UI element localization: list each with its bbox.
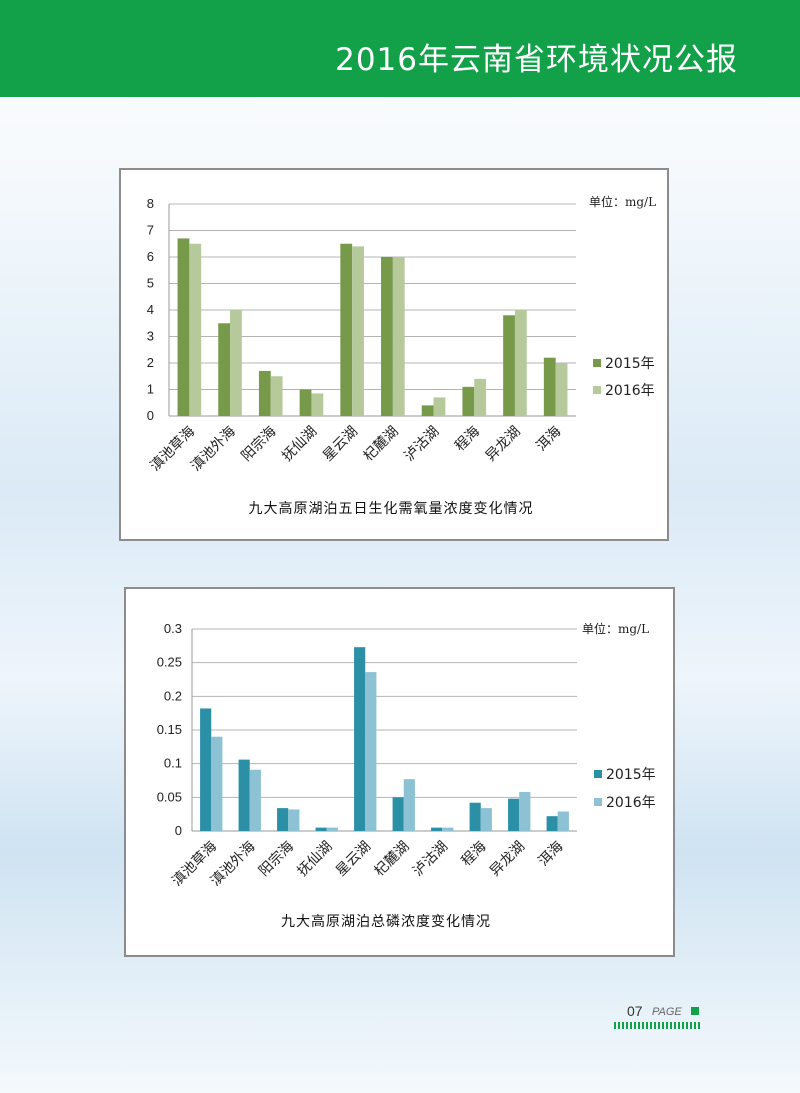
y-tick-label: 0.3 xyxy=(164,621,182,636)
legend-label: 2016年 xyxy=(606,795,656,811)
y-tick-label: 0.1 xyxy=(164,756,182,771)
page-marker-square xyxy=(691,1007,699,1015)
page-header: 2016年云南省环境状况公报 xyxy=(0,0,800,97)
y-tick-label: 0.25 xyxy=(157,655,182,670)
bar-2016 xyxy=(311,393,324,416)
legend-label: 2015年 xyxy=(606,767,656,783)
bar-2016 xyxy=(365,672,377,831)
chart-title: 九大高原湖泊总磷浓度变化情况 xyxy=(281,913,491,930)
bar-2016 xyxy=(433,397,446,416)
x-tick-label: 异龙湖 xyxy=(483,424,524,465)
bar-2015 xyxy=(543,357,556,416)
x-tick-label: 阳宗海 xyxy=(239,424,280,465)
x-tick-label: 滇池外海 xyxy=(188,424,239,475)
unit-label: 单位：mg/L xyxy=(589,194,656,209)
x-tick-label: 星云湖 xyxy=(333,839,374,880)
bar-2015 xyxy=(315,827,327,831)
x-tick-label: 异龙湖 xyxy=(487,839,528,880)
bar-2015 xyxy=(462,386,475,416)
page-label: PAGE xyxy=(652,1006,682,1018)
bar-2015 xyxy=(392,797,404,831)
bar-2015 xyxy=(258,370,271,416)
bar-2015 xyxy=(177,238,190,416)
y-tick-label: 0 xyxy=(175,823,182,838)
y-tick-label: 5 xyxy=(147,276,154,291)
bod-chart-panel: 0 1 2 3 4 5 6 7 8 滇池草海 滇池外海 阳宗海 抚仙湖 星云湖 杞麓湖 泸沽湖 程海 异龙湖 洱海单… xyxy=(119,168,669,541)
y-tick-label: 0.05 xyxy=(157,789,182,804)
bar-2016 xyxy=(352,246,364,416)
bar-2015 xyxy=(508,798,520,831)
bar-2016 xyxy=(270,376,283,416)
x-tick-label: 泸沽湖 xyxy=(410,839,451,880)
bar-2016 xyxy=(480,808,492,831)
bar-2016 xyxy=(557,811,569,831)
legend-swatch xyxy=(593,359,601,367)
legend-label: 2015年 xyxy=(605,356,655,372)
legend-swatch xyxy=(594,770,602,778)
x-tick-label: 抚仙湖 xyxy=(279,424,320,465)
y-tick-label: 8 xyxy=(147,196,154,211)
bar-2015 xyxy=(421,405,434,416)
bar-2016 xyxy=(392,257,405,416)
legend-swatch xyxy=(593,386,601,394)
bar-2016 xyxy=(474,378,487,416)
x-tick-label: 程海 xyxy=(452,424,483,455)
x-tick-label: 洱海 xyxy=(535,839,566,870)
legend-label: 2016年 xyxy=(605,383,655,399)
bar-2016 xyxy=(519,791,531,831)
x-tick-label: 抚仙湖 xyxy=(295,839,336,880)
bar-2015 xyxy=(340,243,353,416)
y-tick-label: 1 xyxy=(147,382,154,397)
bar-2015 xyxy=(238,759,250,831)
y-tick-label: 0.15 xyxy=(157,722,182,737)
x-tick-label: 杞麓湖 xyxy=(372,839,413,880)
x-tick-label: 泸沽湖 xyxy=(401,424,442,465)
phosphorus-chart: 00.050.10.150.20.250.3滇池草海滇池外海阳宗海抚仙湖星云湖杞… xyxy=(157,621,656,930)
bar-2016 xyxy=(442,827,454,831)
x-tick-label: 程海 xyxy=(458,839,489,870)
y-tick-label: 4 xyxy=(147,302,154,317)
bar-2015 xyxy=(354,647,366,831)
bar-2015 xyxy=(277,808,289,831)
y-tick-label: 0.2 xyxy=(164,688,182,703)
bar-2015 xyxy=(299,389,312,416)
legend-swatch xyxy=(594,798,602,806)
bar-2016 xyxy=(514,310,527,416)
page-number: 07 xyxy=(627,1003,643,1019)
y-tick-label: 6 xyxy=(147,249,154,264)
bar-2015 xyxy=(469,802,481,831)
chart-title: 九大高原湖泊五日生化需氧量浓度变化情况 xyxy=(249,500,534,517)
phosphorus-chart-panel: 0 0.05 0.1 0.15 0.2 0.25 0.3 滇池草海 滇池外海 阳宗海 抚仙湖 星云湖杞… xyxy=(124,587,675,957)
y-tick-label: 2 xyxy=(147,355,154,370)
bar-2016 xyxy=(230,310,242,416)
y-tick-label: 3 xyxy=(147,329,154,344)
x-tick-label: 星云湖 xyxy=(320,424,361,465)
unit-label: 单位：mg/L xyxy=(582,621,649,636)
bar-2016 xyxy=(211,736,223,831)
x-tick-label: 阳宗海 xyxy=(256,839,297,880)
bar-2015 xyxy=(218,323,231,416)
bar-2016 xyxy=(326,827,338,831)
bar-2016 xyxy=(288,809,300,831)
bar-2016 xyxy=(555,363,568,416)
bar-2016 xyxy=(403,779,415,831)
bar-2015 xyxy=(503,315,515,416)
page-marker-stripes xyxy=(614,1022,700,1029)
y-tick-label: 0 xyxy=(147,408,154,423)
bar-2015 xyxy=(200,708,212,831)
bar-2015 xyxy=(546,816,558,831)
x-tick-label: 杞麓湖 xyxy=(361,424,402,465)
x-tick-label: 洱海 xyxy=(533,424,564,455)
report-title: 2016年云南省环境状况公报 xyxy=(335,42,738,78)
bar-2015 xyxy=(381,257,393,416)
bar-2016 xyxy=(189,243,202,416)
bar-2015 xyxy=(431,827,443,831)
y-tick-label: 7 xyxy=(147,223,154,238)
bar-2016 xyxy=(249,769,261,831)
